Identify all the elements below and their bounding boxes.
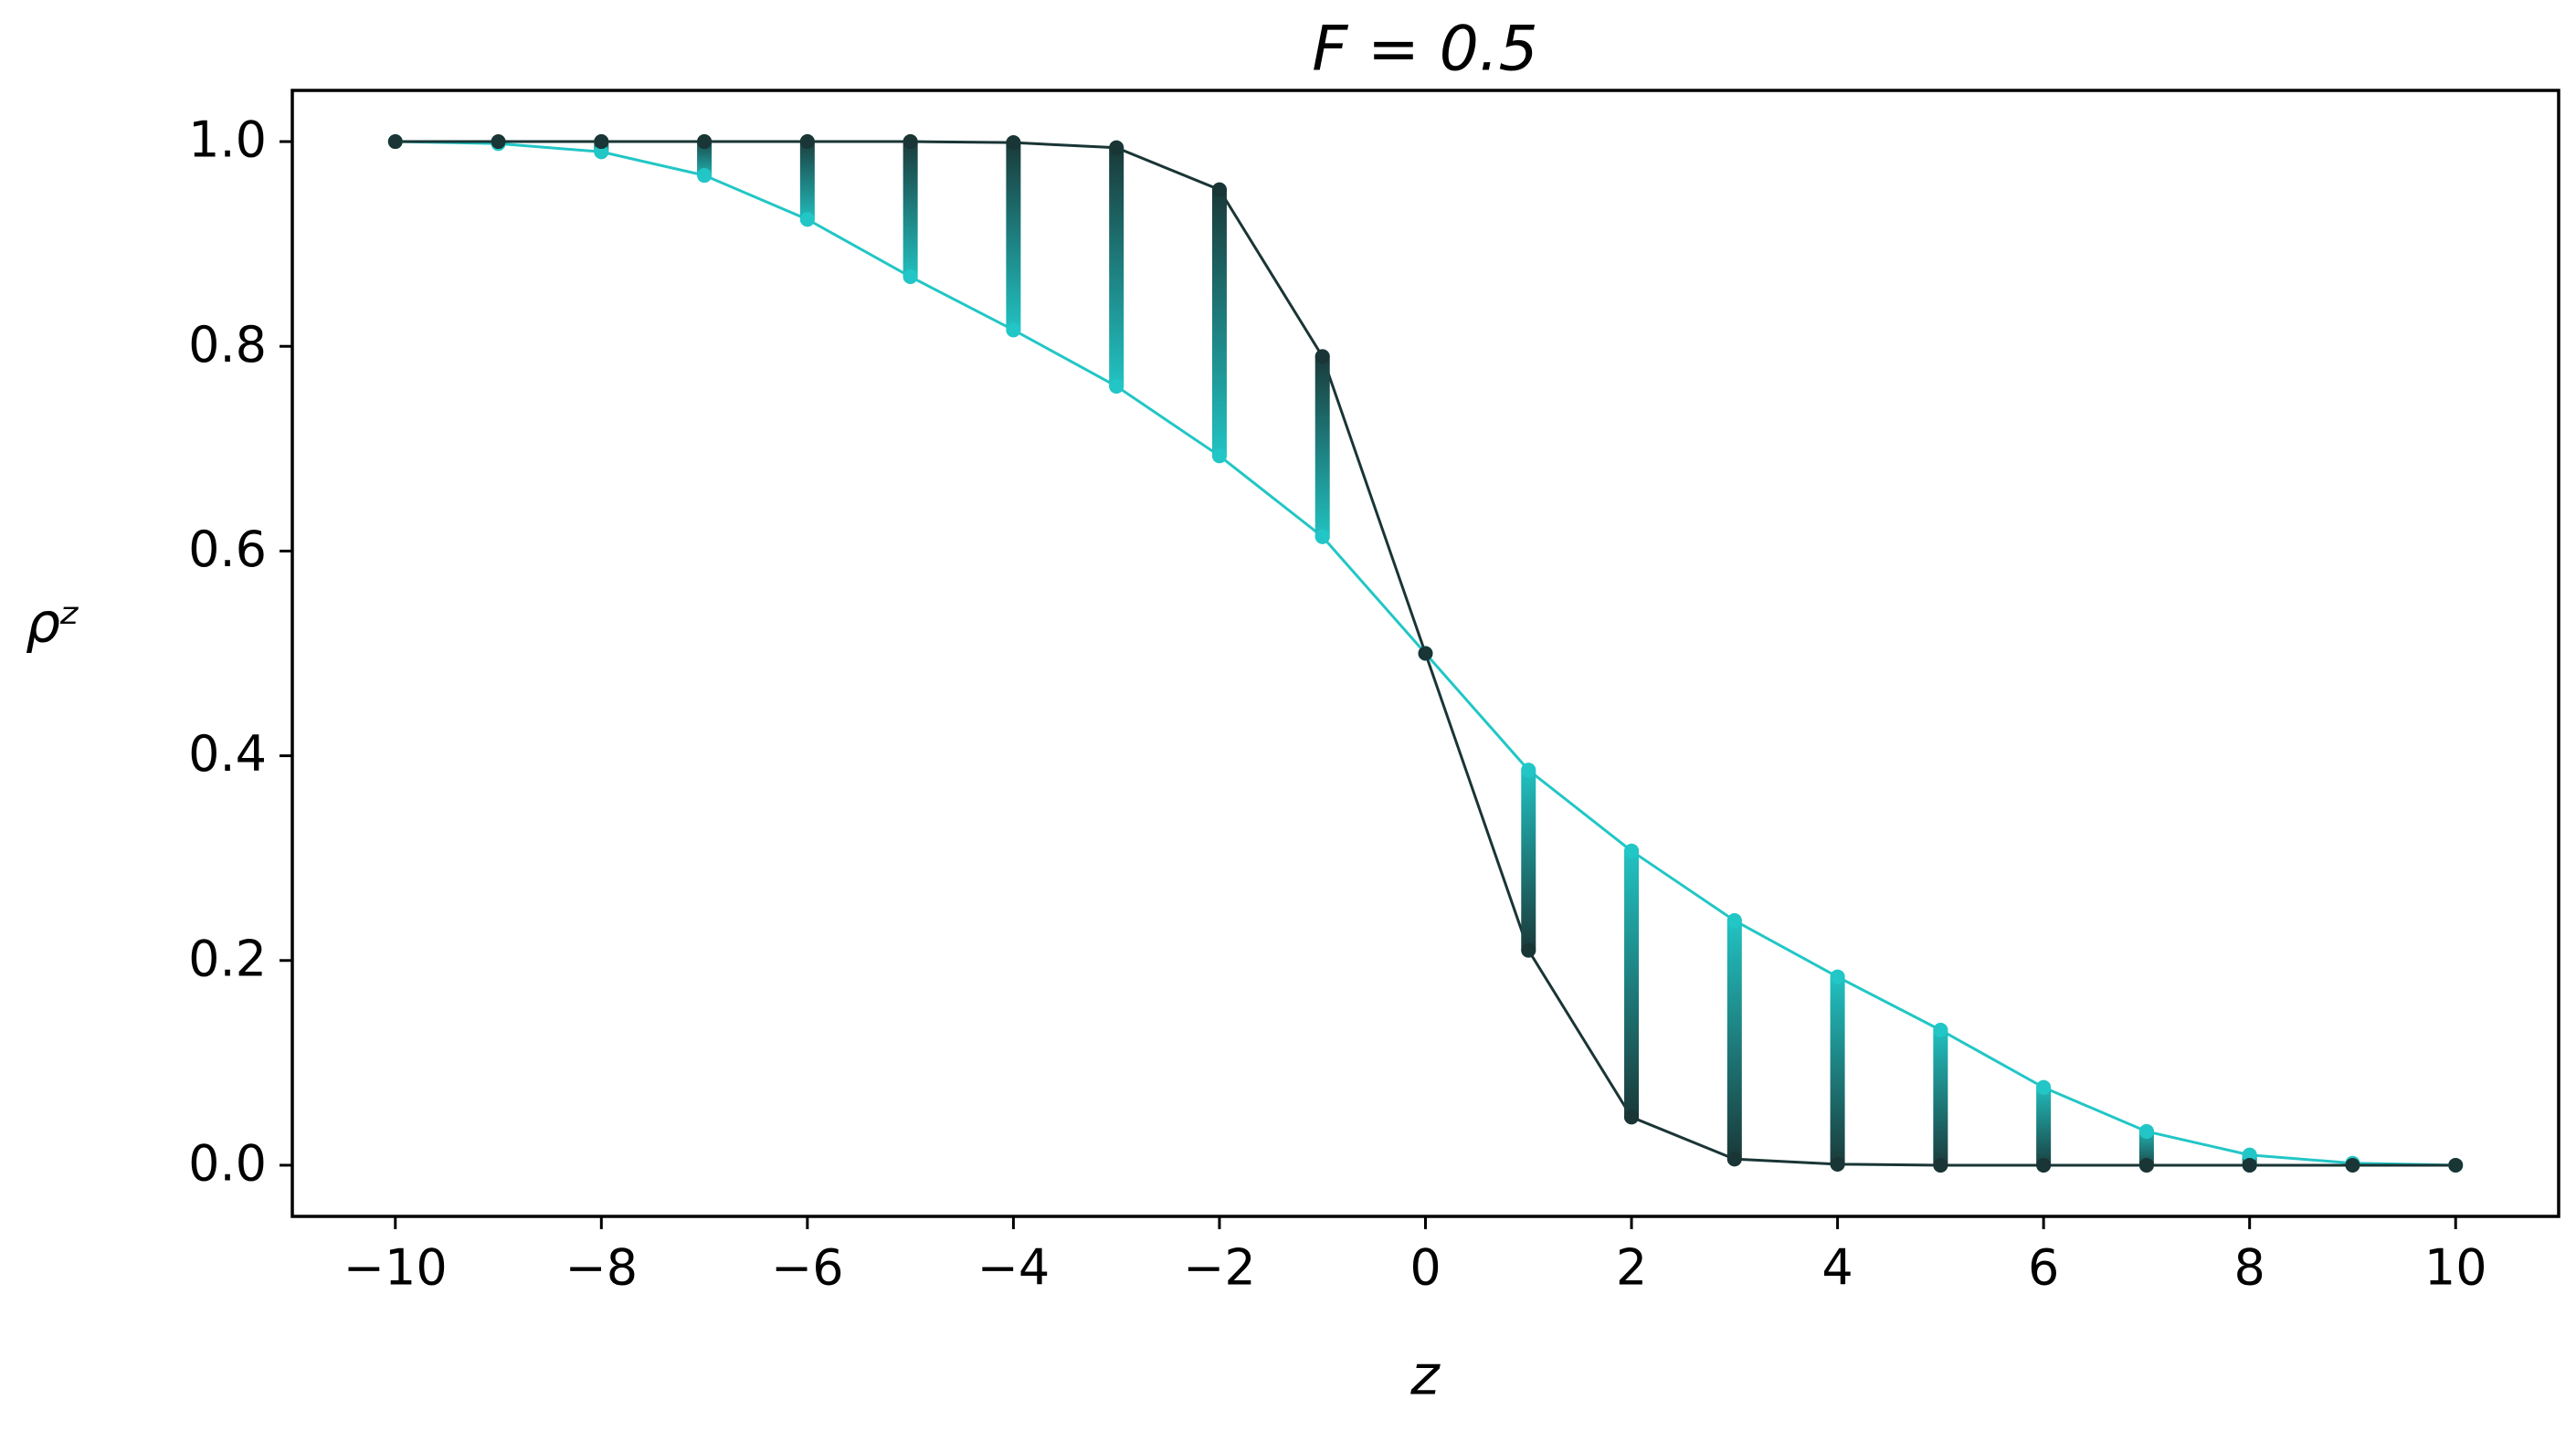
y-tick-label: 0.2: [188, 930, 267, 987]
point: [2036, 1079, 2052, 1095]
x-tick-label: −10: [343, 1239, 448, 1297]
spread-column: [799, 134, 815, 227]
spread-column: [1109, 140, 1124, 394]
point: [594, 134, 609, 150]
spread-column: [1830, 969, 1845, 1172]
point: [1211, 182, 1227, 197]
spread-column: [2036, 1079, 2052, 1173]
y-tick-label: 0.8: [188, 316, 267, 374]
point: [1314, 349, 1330, 364]
point: [2242, 1147, 2257, 1163]
point: [594, 144, 609, 160]
point: [903, 134, 918, 150]
x-tick-label: 10: [2424, 1239, 2487, 1297]
x-axis-label: z: [1409, 1344, 1441, 1408]
y-axis-label: ρᶻ: [26, 592, 80, 656]
spread-column: [1006, 135, 1021, 338]
point: [697, 168, 713, 184]
point: [2242, 1157, 2257, 1173]
x-tick-label: −8: [565, 1239, 639, 1297]
spread-column: [1933, 1022, 1948, 1173]
spread-column: [1521, 763, 1536, 958]
point: [1006, 135, 1021, 151]
spread-column: [1726, 913, 1742, 1167]
x-tick-label: 6: [2028, 1239, 2059, 1297]
x-tick-label: 0: [1409, 1239, 1441, 1297]
point: [697, 134, 713, 150]
spread-column: [1624, 843, 1640, 1125]
point: [1830, 969, 1845, 984]
x-tick-label: −4: [977, 1239, 1050, 1297]
point: [1726, 913, 1742, 929]
x-tick-label: 8: [2234, 1239, 2265, 1297]
x-tick-label: −6: [771, 1239, 844, 1297]
point: [1521, 942, 1536, 958]
point: [1726, 1152, 1742, 1167]
y-tick-label: 0.0: [188, 1135, 267, 1193]
point: [491, 134, 506, 150]
chart-title: F = 0.5: [1312, 14, 1537, 86]
point: [1521, 763, 1536, 778]
point: [2036, 1157, 2052, 1173]
point: [1006, 322, 1021, 338]
point: [903, 269, 918, 285]
point: [799, 212, 815, 227]
point: [799, 134, 815, 150]
x-tick-label: −2: [1183, 1239, 1256, 1297]
point: [1933, 1022, 1948, 1037]
y-tick-label: 0.6: [188, 521, 267, 578]
y-tick-label: 0.4: [188, 725, 267, 783]
x-tick-label: 4: [1821, 1239, 1853, 1297]
point: [1314, 529, 1330, 544]
point: [1418, 646, 1433, 661]
point: [387, 134, 403, 150]
point: [2138, 1123, 2154, 1139]
point: [2345, 1157, 2360, 1173]
spread-column: [1314, 349, 1330, 544]
spread-column: [1211, 182, 1227, 464]
point: [2448, 1157, 2464, 1173]
point: [1830, 1156, 1845, 1172]
point: [1624, 1110, 1640, 1125]
point: [2138, 1157, 2154, 1173]
point: [1624, 843, 1640, 858]
point: [1211, 448, 1227, 464]
point: [1933, 1157, 1948, 1173]
point: [1109, 378, 1124, 394]
x-tick-label: 2: [1616, 1239, 1647, 1297]
y-tick-label: 1.0: [188, 111, 267, 169]
spread-column: [903, 134, 918, 285]
point: [1109, 140, 1124, 155]
plot-frame: [290, 89, 2560, 1218]
